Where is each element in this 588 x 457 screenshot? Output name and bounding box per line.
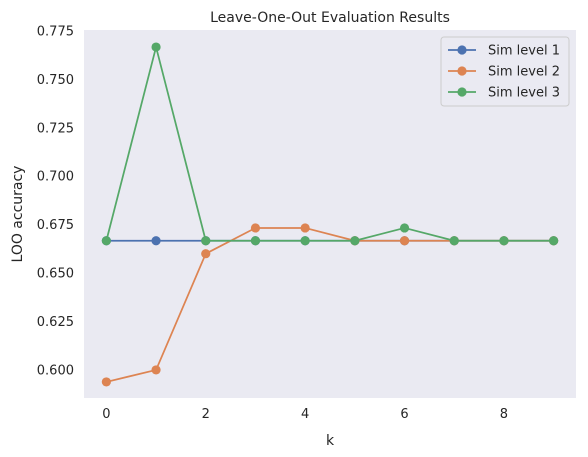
data-point [399,223,410,233]
data-point [449,236,459,246]
data-point [201,236,211,246]
legend-label: Sim level 1 [488,44,560,59]
y-tick-label: 0.750 [37,73,74,88]
data-point [201,249,211,259]
y-tick-label: 0.675 [37,218,74,233]
x-tick-label: 0 [102,407,110,422]
x-tick-label: 4 [301,407,309,422]
series-layer [101,42,559,387]
data-point [151,236,161,246]
data-point [499,236,509,246]
legend-item: Sim level 1 [448,44,560,59]
data-point [250,236,261,246]
data-point [300,223,310,233]
data-point [350,236,360,246]
legend-label: Sim level 3 [488,86,560,101]
y-tick-label: 0.700 [37,170,74,185]
chart-title: Leave-One-Out Evaluation Results [210,10,450,26]
legend-box [440,36,570,107]
y-axis-label: LOO accuracy [10,166,26,263]
legend: Sim level 1 Sim level 2 Sim level 3 [440,36,570,107]
y-tick-label: 0.650 [37,267,74,282]
legend-marker [457,66,467,76]
x-tick-label: 8 [500,407,508,422]
y-tick-label: 0.725 [37,121,74,136]
x-ticks: 0 2 4 6 8 [102,407,508,422]
legend-label: Sim level 2 [488,65,560,80]
x-tick-label: 6 [400,407,408,422]
x-axis-label: k [326,433,335,449]
data-point [151,365,161,375]
legend-item: Sim level 3 [448,86,560,101]
legend-item: Sim level 2 [448,65,560,80]
series-3 [101,42,559,246]
y-tick-label: 0.600 [37,363,74,378]
y-tick-label: 0.775 [37,24,74,39]
y-ticks: 0.600 0.625 0.650 0.675 0.700 0.725 0.750 0.775 [37,24,74,378]
y-tick-label: 0.625 [37,315,74,330]
legend-marker [457,45,467,55]
data-point [151,42,161,52]
data-point [300,236,310,246]
data-point [250,223,261,233]
data-point [101,236,111,246]
x-tick-label: 2 [202,407,210,422]
series-line [105,46,554,242]
data-point [101,377,111,387]
data-point [399,236,410,246]
legend-marker [457,87,467,97]
data-point [549,236,559,246]
